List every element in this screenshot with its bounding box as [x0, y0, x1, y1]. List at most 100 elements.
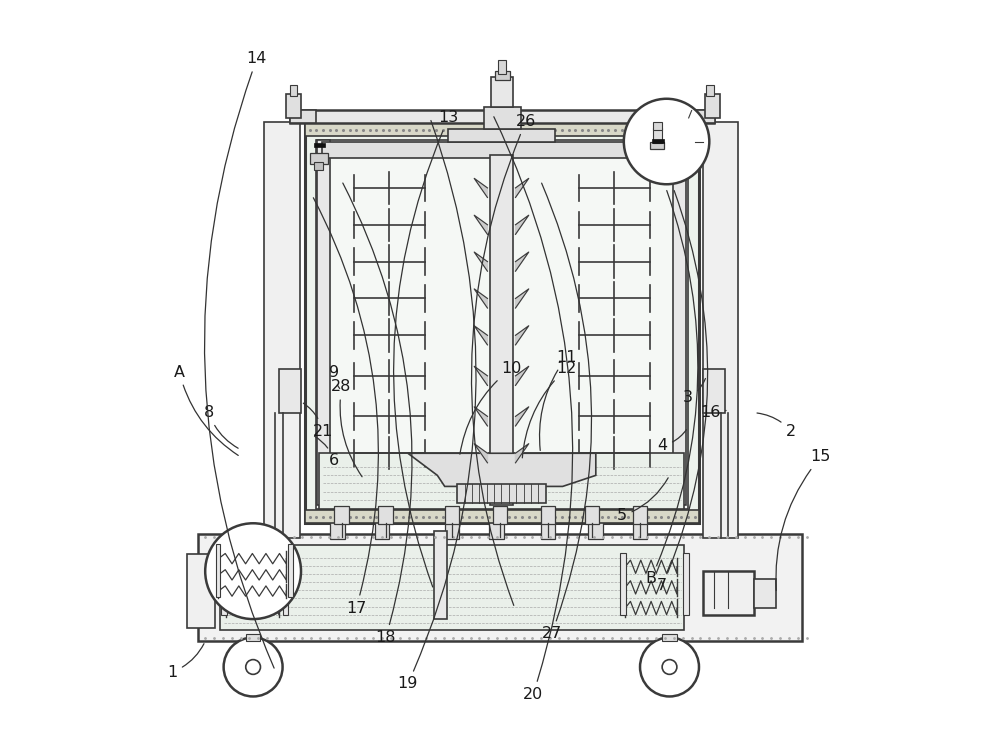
Bar	[633, 506, 647, 524]
Bar	[498, 60, 506, 74]
Text: B: B	[646, 191, 698, 586]
Bar	[198, 534, 802, 641]
Circle shape	[662, 660, 677, 674]
Bar	[445, 521, 459, 539]
Bar	[319, 453, 684, 509]
Bar	[588, 521, 603, 539]
Polygon shape	[515, 215, 529, 234]
Circle shape	[640, 638, 699, 696]
Bar	[541, 506, 555, 524]
Bar	[316, 140, 688, 509]
Text: 7: 7	[657, 191, 708, 593]
Bar	[650, 142, 664, 149]
Text: 26: 26	[471, 114, 536, 605]
Text: 14: 14	[204, 52, 274, 668]
Polygon shape	[408, 453, 596, 486]
Bar	[754, 579, 776, 608]
Polygon shape	[515, 326, 529, 345]
Bar	[314, 162, 323, 170]
Bar	[662, 634, 677, 641]
Bar	[322, 142, 684, 158]
Bar	[378, 506, 393, 524]
Bar	[491, 77, 513, 107]
Polygon shape	[515, 444, 529, 463]
Text: 2: 2	[757, 413, 796, 439]
Text: 20: 20	[494, 116, 573, 702]
Polygon shape	[474, 178, 487, 198]
Bar	[220, 545, 684, 630]
Bar	[264, 122, 300, 538]
Polygon shape	[474, 326, 487, 345]
Circle shape	[224, 638, 283, 696]
Bar	[286, 94, 301, 118]
Bar	[317, 140, 330, 505]
Bar	[216, 544, 220, 597]
Bar	[221, 553, 227, 615]
Bar	[375, 521, 389, 539]
Polygon shape	[515, 252, 529, 271]
Bar	[290, 85, 297, 96]
Bar	[279, 368, 301, 413]
Text: 19: 19	[398, 121, 476, 691]
Text: 27: 27	[541, 183, 592, 641]
Polygon shape	[474, 289, 487, 308]
Text: 18: 18	[343, 183, 412, 645]
Bar	[490, 155, 513, 505]
Bar	[541, 521, 555, 539]
Text: 17: 17	[313, 198, 378, 615]
Bar	[489, 521, 504, 539]
Bar	[703, 368, 725, 413]
Polygon shape	[474, 215, 487, 234]
Polygon shape	[474, 407, 487, 426]
Bar	[705, 94, 720, 118]
Bar	[681, 143, 692, 147]
Bar	[484, 107, 521, 129]
Bar	[678, 153, 697, 164]
Circle shape	[205, 523, 301, 619]
Bar	[305, 510, 699, 523]
Bar	[683, 553, 689, 615]
Polygon shape	[515, 366, 529, 385]
Text: 9: 9	[329, 365, 340, 388]
Bar	[689, 110, 715, 123]
Bar	[585, 506, 599, 524]
Text: 13: 13	[394, 111, 459, 587]
Polygon shape	[515, 289, 529, 308]
Text: 3: 3	[683, 379, 705, 405]
Text: 6: 6	[314, 436, 339, 468]
Bar	[703, 571, 754, 615]
Bar	[246, 634, 260, 641]
Bar	[448, 129, 555, 142]
Bar	[495, 71, 510, 80]
Text: 16: 16	[700, 405, 726, 420]
Text: 10: 10	[460, 361, 521, 454]
Bar	[288, 544, 293, 597]
Text: 28: 28	[331, 380, 362, 477]
Polygon shape	[515, 178, 529, 198]
Bar	[457, 484, 546, 503]
Polygon shape	[474, 444, 487, 463]
Bar	[330, 521, 345, 539]
Circle shape	[246, 660, 260, 674]
Text: 21: 21	[303, 403, 333, 439]
Bar	[334, 506, 349, 524]
Bar	[310, 153, 328, 164]
Bar	[283, 553, 288, 615]
Bar	[314, 143, 325, 147]
Text: A: A	[174, 365, 238, 455]
Circle shape	[624, 99, 709, 184]
Bar	[434, 531, 447, 619]
Bar	[493, 506, 507, 524]
Text: 5: 5	[617, 478, 668, 523]
Bar	[653, 128, 662, 143]
Text: 1: 1	[167, 643, 204, 680]
Bar	[305, 122, 699, 136]
Bar	[633, 521, 647, 539]
Bar	[684, 162, 693, 170]
Bar	[652, 139, 664, 143]
Text: 11: 11	[540, 350, 577, 450]
Bar	[445, 506, 459, 524]
Text: 4: 4	[657, 430, 686, 453]
Bar	[620, 553, 626, 615]
Bar	[290, 110, 714, 123]
